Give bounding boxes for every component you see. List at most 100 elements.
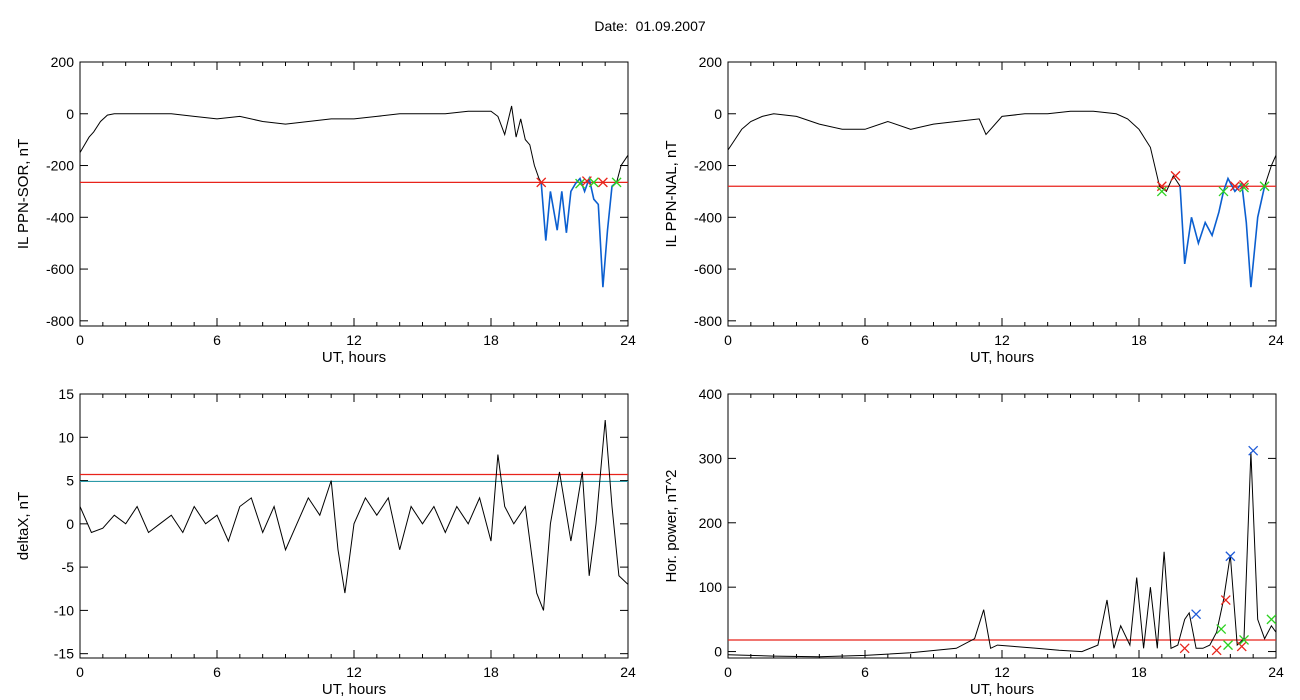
x-tick-label: 12	[994, 664, 1010, 680]
marker-blue	[1191, 609, 1202, 620]
panel-top-left: 0 6 12 18 24 -800 -600 -400 -200 0 200 UT, hours IL …	[15, 54, 636, 366]
marker-stroke	[1156, 186, 1167, 197]
marker-stroke	[588, 177, 599, 188]
marker-stroke	[575, 178, 586, 189]
y-tick-label: 100	[699, 579, 723, 595]
y-tick-label: 200	[51, 54, 75, 70]
marker-blue	[1225, 551, 1236, 562]
marker-stroke	[1239, 179, 1249, 190]
y-tick-label: 300	[699, 450, 723, 466]
marker-stroke	[1223, 640, 1234, 651]
figure-title-label: Date:	[594, 18, 628, 34]
y-tick-label: 0	[714, 106, 722, 122]
marker-red	[1170, 170, 1181, 181]
marker-red	[597, 177, 608, 188]
marker-blue	[1248, 445, 1259, 456]
marker-green	[1156, 186, 1167, 197]
x-axis-label: UT, hours	[970, 681, 1034, 698]
y-tick-label: 0	[66, 106, 74, 122]
marker-stroke	[1248, 445, 1259, 456]
series-line-0	[80, 419, 628, 611]
y-axis-label: deltaX, nT	[15, 492, 32, 560]
x-axis-label: UT, hours	[322, 349, 386, 366]
x-tick-label: 18	[1131, 332, 1147, 348]
marker-stroke	[1229, 181, 1240, 192]
series-line-2	[616, 154, 628, 183]
x-tick-label: 6	[861, 664, 869, 680]
x-tick-label: 24	[1268, 664, 1284, 680]
x-tick-label: 12	[346, 664, 362, 680]
y-tick-label: 5	[66, 473, 74, 489]
y-tick-label: 10	[58, 429, 74, 445]
y-tick-label: 0	[66, 516, 74, 532]
y-tick-label: -200	[46, 158, 74, 174]
marker-green	[1223, 640, 1234, 651]
marker-green	[588, 177, 599, 188]
y-tick-label: -5	[62, 559, 75, 575]
series-line-1	[540, 175, 618, 288]
y-tick-label: 15	[58, 386, 74, 402]
marker-green	[1239, 182, 1249, 193]
panel-bottom-right: 0 6 12 18 24 0 100 200 300 400 UT, hours Hor. power…	[663, 386, 1284, 698]
plot-area	[80, 419, 628, 611]
x-tick-label: 18	[1131, 664, 1147, 680]
marker-stroke	[1225, 551, 1236, 562]
x-tick-label: 24	[1268, 332, 1284, 348]
y-axis-label: IL PPN-NAL, nT	[663, 141, 680, 248]
series-line-0	[80, 105, 542, 183]
y-axis-label: Hor. power, nT^2	[663, 470, 680, 583]
marker-stroke	[1220, 595, 1231, 606]
marker-green	[1216, 624, 1227, 634]
marker-red	[1220, 595, 1231, 606]
marker-green	[575, 178, 586, 189]
marker-green	[1266, 614, 1276, 625]
x-tick-label: 18	[483, 664, 499, 680]
x-tick-label: 18	[483, 332, 499, 348]
y-tick-label: -600	[694, 261, 722, 277]
marker-stroke	[536, 177, 547, 188]
y-tick-label: -400	[694, 209, 722, 225]
marker-stroke	[1179, 643, 1190, 654]
y-tick-label: -10	[54, 602, 74, 618]
marker-stroke	[1266, 614, 1276, 625]
x-tick-label: 24	[620, 332, 636, 348]
y-tick-label: 400	[699, 386, 723, 402]
x-tick-label: 6	[213, 664, 221, 680]
x-tick-label: 0	[76, 332, 84, 348]
y-tick-label: -400	[46, 209, 74, 225]
marker-red	[1229, 181, 1240, 192]
marker-stroke	[1239, 182, 1249, 193]
y-tick-label: -15	[54, 646, 74, 662]
series-line-2	[1264, 154, 1276, 187]
marker-stroke	[1218, 186, 1229, 197]
plot-frame	[727, 61, 1277, 327]
series-line-1	[1179, 176, 1266, 288]
x-tick-label: 0	[724, 332, 732, 348]
plot-area	[728, 445, 1276, 658]
plot-frame	[727, 393, 1277, 659]
x-tick-label: 6	[213, 332, 221, 348]
x-axis-label: UT, hours	[970, 349, 1034, 366]
marker-red	[1179, 643, 1190, 654]
panel-bottom-left: 0 6 12 18 24 -15 -10 -5 0 5 10 15 UT, hours deltaX, n…	[15, 386, 636, 698]
marker-green	[611, 177, 622, 188]
series-line-0	[728, 110, 1181, 193]
series-line-0	[728, 451, 1276, 658]
panel-top-right: 0 6 12 18 24 -800 -600 -400 -200 0 200 UT, hours IL …	[663, 54, 1284, 366]
x-tick-label: 6	[861, 332, 869, 348]
plot-frame	[79, 61, 629, 327]
marker-stroke	[1211, 645, 1222, 656]
marker-red	[1239, 179, 1249, 190]
y-tick-label: 200	[699, 515, 723, 531]
y-tick-label: -800	[46, 313, 74, 329]
marker-stroke	[597, 177, 608, 188]
marker-stroke	[1170, 170, 1181, 181]
x-tick-label: 0	[724, 664, 732, 680]
marker-stroke	[1191, 609, 1202, 620]
plot-area	[728, 110, 1276, 288]
y-tick-label: -800	[694, 313, 722, 329]
x-tick-label: 12	[346, 332, 362, 348]
y-tick-label: 0	[714, 644, 722, 660]
marker-red	[1236, 641, 1247, 652]
marker-stroke	[1236, 641, 1247, 652]
